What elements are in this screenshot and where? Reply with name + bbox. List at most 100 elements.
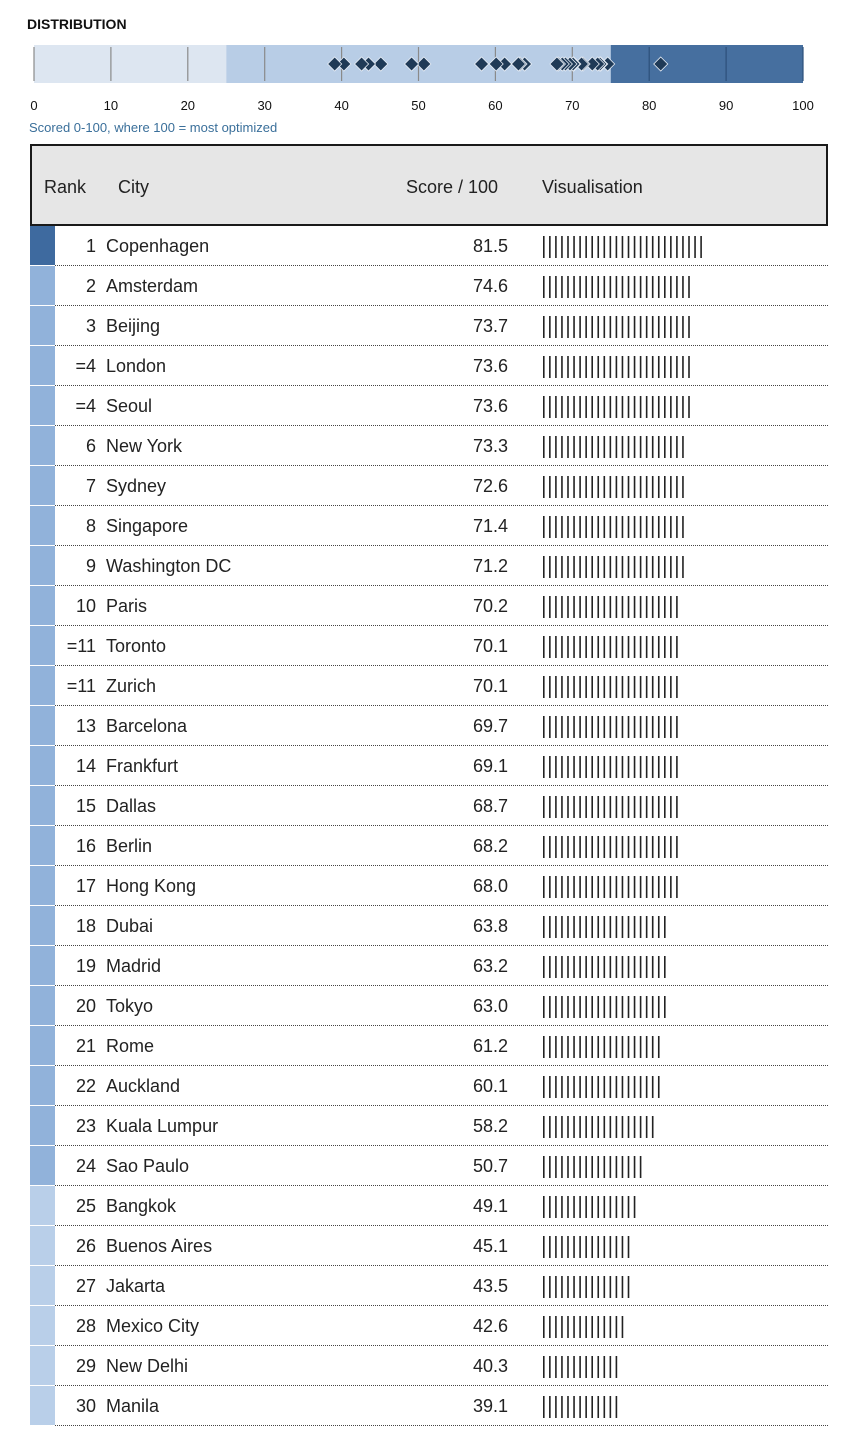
score-bar-tick	[633, 356, 636, 378]
score-bar-tick	[561, 796, 563, 818]
rank-cell: 3	[85, 316, 96, 336]
score-cell: 71.2	[472, 556, 508, 576]
score-bar-tick	[639, 876, 642, 898]
score-bar-tick	[561, 276, 563, 298]
score-bar-visualisation	[543, 796, 678, 818]
score-bar-tick	[591, 796, 593, 818]
score-bar-tick	[639, 676, 642, 698]
distribution-panel: 0 10 20 30 40 50 60 70 80 90 100 DISTRIBUTION Scor…	[0, 0, 864, 145]
score-bar-tick	[573, 396, 575, 418]
table-row: 25 Bangkok 49.1	[30, 1186, 828, 1226]
score-bar-tick	[579, 396, 581, 418]
score-cell: 70.1	[472, 676, 508, 696]
score-bar-tick	[549, 476, 551, 498]
score-bar-tick	[573, 1356, 575, 1378]
row-divider	[55, 1065, 828, 1066]
score-bar-tick	[621, 276, 624, 298]
score-bar-tick	[543, 316, 545, 338]
score-bar-tick	[567, 956, 569, 978]
row-divider	[55, 545, 828, 546]
score-bar-tick	[609, 1356, 612, 1378]
score-bar-tick	[573, 476, 575, 498]
score-bar-visualisation	[543, 836, 678, 858]
score-bar-tick	[549, 1196, 551, 1218]
score-bar-tick	[585, 316, 587, 338]
score-bar-tick	[567, 556, 569, 578]
score-bar-tick	[549, 756, 551, 778]
score-bar-tick	[627, 476, 630, 498]
score-bar-tick	[609, 1236, 612, 1258]
score-bar-tick	[676, 836, 678, 858]
score-bar-tick	[585, 516, 587, 538]
distribution-tick-label: 80	[642, 98, 656, 113]
city-cell: Berlin	[106, 836, 153, 856]
score-bar-tick	[597, 556, 600, 578]
score-bar-tick	[573, 516, 575, 538]
score-bar-tick	[609, 676, 612, 698]
score-bar-tick	[567, 996, 569, 1018]
score-bar-tick	[645, 716, 648, 738]
score-bar-tick	[591, 916, 593, 938]
score-bar-tick	[657, 356, 660, 378]
score-cell: 40.3	[472, 1356, 508, 1376]
score-bar-tick	[549, 1316, 551, 1338]
score-bar-tick	[615, 876, 618, 898]
score-bar-tick	[555, 916, 557, 938]
score-bar-tick	[645, 916, 648, 938]
score-bar-tick	[567, 476, 569, 498]
score-bar-tick	[645, 756, 648, 778]
table-row: 2 Amsterdam 74.6	[30, 266, 828, 306]
score-bar-tick	[645, 316, 648, 338]
rank-cell: 13	[75, 716, 96, 736]
score-bar-tick	[543, 836, 545, 858]
score-bar-visualisation	[543, 396, 690, 418]
score-bar-tick	[561, 236, 563, 258]
score-bar-tick	[585, 1316, 587, 1338]
score-bar-tick	[621, 836, 624, 858]
score-bar-tick	[645, 596, 648, 618]
score-bar-tick	[579, 1276, 581, 1298]
score-bar-tick	[597, 1236, 600, 1258]
score-bar-tick	[664, 316, 666, 338]
score-bar-tick	[561, 396, 563, 418]
score-bar-tick	[591, 396, 593, 418]
score-bar-tick	[615, 836, 618, 858]
rank-cell: 6	[85, 436, 96, 456]
score-band-strip	[30, 826, 55, 865]
score-bar-tick	[651, 956, 654, 978]
table-row: 26 Buenos Aires 45.1	[30, 1226, 828, 1266]
score-bar-tick	[633, 636, 636, 658]
distribution-tick-label: 60	[488, 98, 502, 113]
score-band-strip	[30, 386, 55, 425]
score-bar-tick	[591, 876, 593, 898]
score-bar-tick	[615, 716, 618, 738]
score-bar-tick	[639, 956, 642, 978]
score-bar-visualisation	[543, 1276, 630, 1298]
score-bar-tick	[627, 436, 630, 458]
score-bar-tick	[664, 996, 666, 1018]
score-bar-tick	[579, 1116, 581, 1138]
table-row: 24 Sao Paulo 50.7	[30, 1146, 828, 1186]
score-bar-tick	[639, 436, 642, 458]
score-bar-tick	[591, 1076, 593, 1098]
score-bar-tick	[639, 636, 642, 658]
score-band-strip	[30, 946, 55, 985]
table-row: 10 Paris 70.2	[30, 586, 828, 626]
score-bar-tick	[543, 1396, 545, 1418]
score-bar-tick	[615, 756, 618, 778]
score-bar-tick	[597, 1276, 600, 1298]
score-bar-tick	[597, 276, 600, 298]
score-bar-tick	[657, 756, 660, 778]
score-bar-tick	[633, 396, 636, 418]
score-bar-tick	[621, 796, 624, 818]
rank-cell: 7	[85, 476, 96, 496]
score-bar-tick	[621, 956, 624, 978]
score-bar-tick	[567, 316, 569, 338]
score-bar-tick	[555, 1156, 557, 1178]
distribution-caption: Scored 0-100, where 100 = most optimized	[29, 120, 278, 135]
row-divider	[55, 905, 828, 906]
score-bar-tick	[657, 996, 660, 1018]
score-bar-tick	[645, 1076, 648, 1098]
score-bar-tick	[549, 836, 551, 858]
score-bar-tick	[597, 676, 600, 698]
